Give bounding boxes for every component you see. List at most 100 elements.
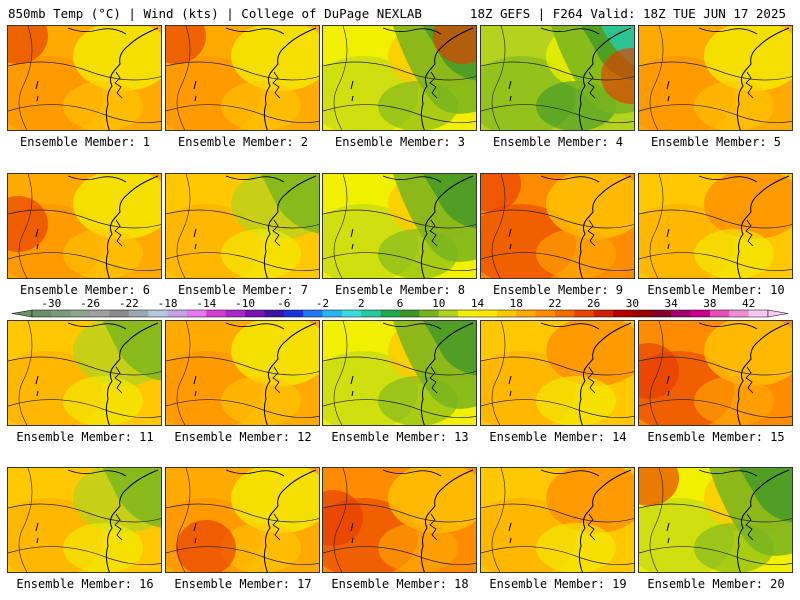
colorbar-swatch xyxy=(264,310,285,317)
colorbar-tick-label: -26 xyxy=(80,297,100,310)
colorbar-swatch xyxy=(283,310,304,317)
colorbar-tick-label: 2 xyxy=(358,297,365,310)
ensemble-member-label: Ensemble Member: 14 xyxy=(489,430,627,444)
colorbar-tick-label: 30 xyxy=(626,297,639,310)
colorbar-swatch xyxy=(574,310,594,317)
ensemble-member-map xyxy=(480,467,635,573)
ensemble-member-label: Ensemble Member: 3 xyxy=(334,135,466,149)
colorbar-swatch xyxy=(186,310,207,317)
colorbar-swatch xyxy=(148,310,168,317)
colorbar-swatch xyxy=(380,310,401,317)
ensemble-member-map xyxy=(322,25,477,131)
colorbar-swatch xyxy=(322,310,343,317)
ensemble-member-label: Ensemble Member: 16 xyxy=(16,577,154,591)
colorbar-swatch xyxy=(593,310,614,317)
ensemble-member-label: Ensemble Member: 9 xyxy=(492,283,624,297)
ensemble-member-label: Ensemble Member: 4 xyxy=(492,135,624,149)
colorbar-tick-label: 18 xyxy=(510,297,523,310)
ensemble-member-label: Ensemble Member: 10 xyxy=(647,283,785,297)
ensemble-member-label: Ensemble Member: 7 xyxy=(177,283,309,297)
ensemble-member-label: Ensemble Member: 1 xyxy=(19,135,151,149)
colorbar-low-arrow xyxy=(11,309,33,318)
ensemble-member-map xyxy=(480,320,635,426)
colorbar-tick-label: -2 xyxy=(316,297,329,310)
colorbar-swatch xyxy=(90,310,110,317)
colorbar-swatch xyxy=(651,310,672,317)
ensemble-member-map xyxy=(7,25,162,131)
colorbar-swatch xyxy=(245,310,265,317)
colorbar-tick-label: 38 xyxy=(703,297,716,310)
colorbar-high-arrow xyxy=(767,309,789,318)
colorbar-swatch xyxy=(32,310,52,317)
colorbar-tick-label: 14 xyxy=(471,297,485,310)
colorbar-swatch xyxy=(70,310,91,317)
colorbar-swatch xyxy=(225,310,246,317)
colorbar-tick-label: 6 xyxy=(397,297,404,310)
colorbar-tick-label: 22 xyxy=(548,297,561,310)
colorbar-tick-label: -14 xyxy=(196,297,216,310)
colorbar-swatch xyxy=(729,310,749,317)
ensemble-member-map xyxy=(638,320,793,426)
colorbar-swatch xyxy=(496,310,517,317)
ensemble-member-map xyxy=(165,25,320,131)
ensemble-member-label: Ensemble Member: 13 xyxy=(331,430,469,444)
ensemble-member-label: Ensemble Member: 20 xyxy=(647,577,785,591)
ensemble-member-map xyxy=(638,173,793,279)
colorbar-swatch xyxy=(613,310,633,317)
ensemble-member-map xyxy=(322,320,477,426)
ensemble-member-label: Ensemble Member: 17 xyxy=(174,577,312,591)
ensemble-member-label: Ensemble Member: 12 xyxy=(174,430,312,444)
colorbar-tick-label: -30 xyxy=(41,297,61,310)
colorbar-tick-label: 10 xyxy=(432,297,445,310)
colorbar-swatch xyxy=(361,310,381,317)
ensemble-member-label: Ensemble Member: 11 xyxy=(16,430,154,444)
colorbar-swatch xyxy=(671,310,691,317)
ensemble-member-map xyxy=(322,173,477,279)
ensemble-member-map xyxy=(638,25,793,131)
colorbar-tick-label: -18 xyxy=(158,297,178,310)
colorbar-swatch xyxy=(419,310,440,317)
ensemble-member-label: Ensemble Member: 15 xyxy=(647,430,785,444)
ensemble-member-label: Ensemble Member: 5 xyxy=(650,135,782,149)
colorbar-tick-label: 34 xyxy=(665,297,679,310)
colorbar-tick-label: -22 xyxy=(119,297,139,310)
colorbar-swatch xyxy=(690,310,711,317)
ensemble-member-label: Ensemble Member: 8 xyxy=(334,283,466,297)
ensemble-member-map xyxy=(638,467,793,573)
colorbar-swatch xyxy=(709,310,730,317)
ensemble-member-label: Ensemble Member: 6 xyxy=(19,283,151,297)
ensemble-member-map xyxy=(480,173,635,279)
ensemble-member-map xyxy=(480,25,635,131)
colorbar-swatch xyxy=(167,310,188,317)
map-title: 850mb Temp (°C) | Wind (kts) | College o… xyxy=(8,6,422,21)
ensemble-member-label: Ensemble Member: 2 xyxy=(177,135,309,149)
colorbar-swatch xyxy=(206,310,226,317)
colorbar-swatch xyxy=(109,310,130,317)
ensemble-member-map xyxy=(322,467,477,573)
colorbar-tick-label: 42 xyxy=(742,297,755,310)
colorbar-swatch xyxy=(438,310,459,317)
temperature-colorbar: -30 -26 -22 -18 -14 -10 -6 -2 2 6 10 14 18 22 26 30 34 38… xyxy=(11,297,789,318)
ensemble-member-map xyxy=(7,467,162,573)
ensemble-member-label: Ensemble Member: 18 xyxy=(331,577,469,591)
colorbar-tick-label: -10 xyxy=(235,297,255,310)
colorbar-swatch xyxy=(477,310,498,317)
colorbar-swatch xyxy=(400,310,420,317)
ensemble-member-map xyxy=(165,320,320,426)
colorbar-swatch xyxy=(458,310,478,317)
colorbar-swatch xyxy=(535,310,556,317)
ensemble-member-map xyxy=(165,467,320,573)
colorbar-swatch xyxy=(128,310,149,317)
colorbar-swatch xyxy=(632,310,653,317)
colorbar-swatch xyxy=(303,310,323,317)
model-run-info: 18Z GEFS | F264 Valid: 18Z TUE JUN 17 20… xyxy=(469,6,786,21)
colorbar-tick-label: -6 xyxy=(277,297,290,310)
colorbar-swatch xyxy=(554,310,575,317)
ensemble-member-map xyxy=(7,320,162,426)
ensemble-member-map xyxy=(165,173,320,279)
colorbar-tick-label: 26 xyxy=(587,297,600,310)
ensemble-member-map xyxy=(7,173,162,279)
ensemble-member-label: Ensemble Member: 19 xyxy=(489,577,627,591)
colorbar-swatch xyxy=(516,310,536,317)
